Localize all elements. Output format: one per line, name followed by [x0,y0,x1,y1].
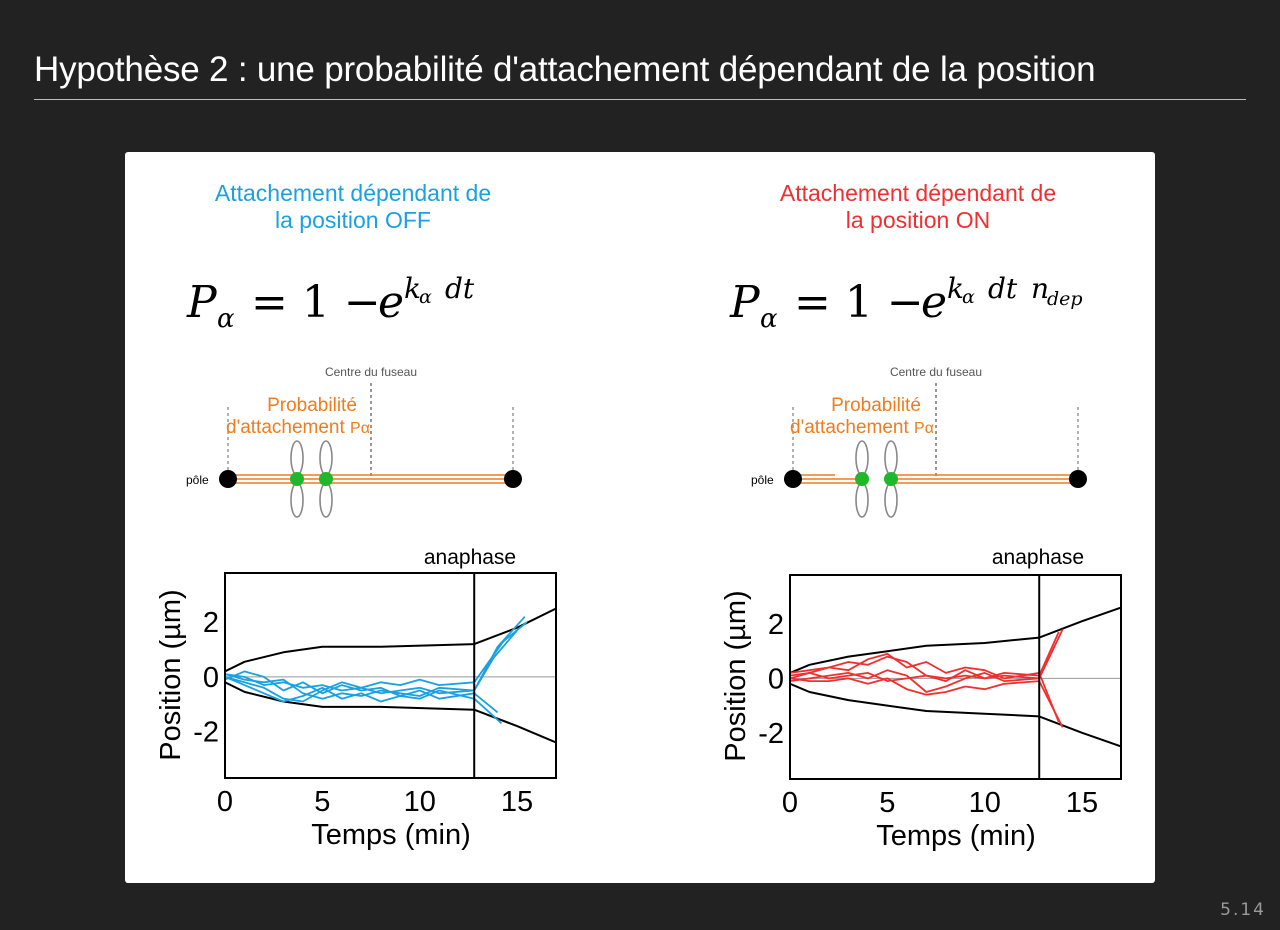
centre-label: Centre du fuseau [890,365,982,379]
figure-panel: Attachement dépendant de la position OFF… [125,152,1155,883]
kinetochore-trajectory-line [790,652,1060,723]
x-tick-label: 15 [501,786,533,818]
pole-dot [1069,470,1087,488]
x-tick-label: 10 [404,786,436,818]
pole-dot [784,470,802,488]
x-axis-label: Temps (min) [311,819,471,851]
slide-number: 5.14 [1220,900,1266,920]
kinetochore-trajectory-line [225,629,518,700]
microtubules [793,474,1078,484]
microtubules [228,474,513,484]
y-tick-label: 0 [768,663,784,695]
slide-title: Hypothèse 2 : une probabilité d'attachem… [34,50,1096,89]
anaphase-label: anaphase [992,546,1084,569]
right-column: Attachement dépendant de la position ON … [720,180,1122,852]
svg-text:α: α [962,286,975,308]
y-tick-label: 2 [203,607,219,639]
pole-trajectory-line [225,607,556,673]
svg-text:α: α [760,304,778,334]
pole-trajectory-line [790,606,1121,674]
probability-label-2: d'attachement Pα [226,417,370,438]
y-axis-label: Position (µm) [720,590,752,761]
x-tick-label: 0 [782,787,798,819]
svg-text:k: k [947,272,964,305]
anaphase-label: anaphase [424,546,516,569]
pole-label: pôle [751,473,774,487]
svg-text:dep: dep [1047,288,1083,310]
svg-text:dt: dt [445,272,475,305]
title-divider [34,99,1246,100]
svg-text:k: k [404,272,421,305]
svg-text:P: P [186,277,218,328]
x-axis-label: Temps (min) [876,820,1036,852]
y-tick-label: 0 [203,662,219,694]
probability-label-2: d'attachement Pα [790,417,934,438]
left-column: Attachement dépendant de la position OFF… [155,180,557,851]
centre-label: Centre du fuseau [325,365,417,379]
pole-trajectory-line [790,682,1121,748]
kinetochore-trajectory-line [790,629,1064,693]
left-formula: P α = 1 − e k α dt [186,272,475,334]
kinetochore-trajectory-line [790,677,1064,728]
x-tick-label: 10 [969,787,1001,819]
kinetochore-trajectory-line [790,631,1060,682]
y-tick-label: 2 [768,609,784,641]
y-tick-label: -2 [193,717,219,749]
x-tick-label: 5 [314,786,330,818]
left-spindle-schema: Centre du fuseau Probabilité d'attacheme… [186,365,522,518]
x-tick-label: 0 [217,786,233,818]
kinetochore-trajectory-line [225,676,503,724]
svg-text:= 1 −: = 1 − [794,277,924,328]
pole-label: pôle [186,473,209,487]
probability-label: Probabilité [831,395,921,416]
kinetochore-dot [884,472,898,486]
pole-trajectory-line [225,681,556,744]
svg-text:= 1 −: = 1 − [251,277,381,328]
pole-dot [219,470,237,488]
kinetochore-trajectory-line [790,645,1056,682]
x-tick-label: 5 [879,787,895,819]
left-heading-line2: la position OFF [275,207,431,233]
right-formula: P α = 1 − e k α dt n dep [729,272,1083,334]
figure-canvas: Attachement dépendant de la position OFF… [155,180,1122,852]
plot-frame [224,572,557,779]
svg-text:P: P [729,277,761,328]
svg-text:e: e [921,277,947,328]
svg-text:α: α [419,286,432,308]
svg-text:α: α [217,304,235,334]
y-tick-label: -2 [758,718,784,750]
x-tick-label: 15 [1066,787,1098,819]
kinetochore-trajectory-line [225,670,499,714]
right-heading-line1: Attachement dépendant de [780,180,1056,206]
pole-dot [504,470,522,488]
left-heading-line1: Attachement dépendant de [215,180,491,206]
svg-text:e: e [378,277,404,328]
y-axis-label: Position (µm) [155,589,187,760]
svg-text:dt: dt [988,272,1018,305]
probability-label: Probabilité [267,395,357,416]
svg-text:n: n [1031,272,1049,305]
kinetochore-dot [855,472,869,486]
kinetochore-dot [290,472,304,486]
right-spindle-schema: Centre du fuseau Probabilité d'attacheme… [751,365,1087,518]
plot-frame [789,574,1122,780]
kinetochore-trajectory-line [225,621,528,703]
kinetochore-dot [319,472,333,486]
right-heading-line2: la position ON [846,207,990,233]
